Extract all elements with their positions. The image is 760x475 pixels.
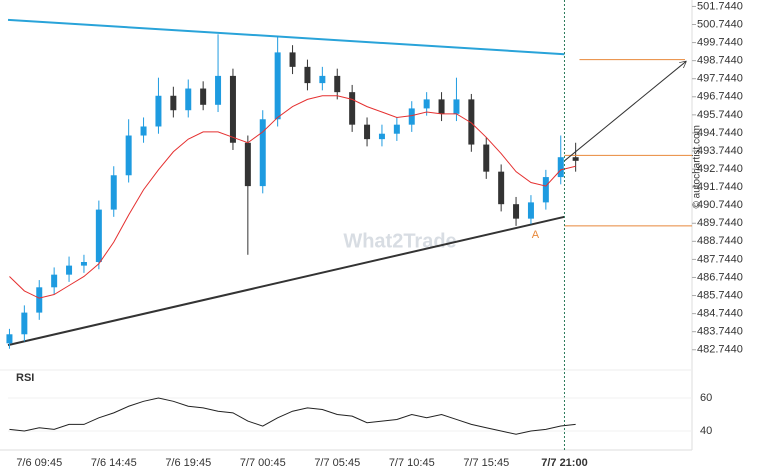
- x-tick-label: 7/7 15:45: [463, 457, 509, 469]
- x-tick-label: 7/7 00:45: [240, 457, 286, 469]
- rsi-label: RSI: [16, 372, 34, 384]
- y-tick-label: 488.7440: [697, 235, 743, 247]
- candle-body: [557, 157, 564, 178]
- y-tick-label: 501.7440: [697, 0, 743, 12]
- candle-body: [423, 99, 430, 109]
- candle-body: [542, 177, 549, 203]
- moving-average: [9, 95, 576, 299]
- candle-body: [438, 99, 445, 114]
- candle-body: [453, 99, 460, 114]
- rsi-tick-label: 60: [700, 392, 712, 404]
- y-tick-label: 494.7440: [697, 127, 743, 139]
- support-line: [7, 215, 565, 347]
- source: © autochartist.com: [692, 125, 703, 209]
- y-tick-label: 492.7440: [697, 163, 743, 175]
- y-tick-label: 482.7440: [697, 344, 743, 356]
- candle-body: [244, 142, 251, 187]
- candle-body: [155, 95, 162, 127]
- candle-body: [36, 287, 43, 313]
- candle-body: [289, 52, 296, 67]
- candle-body: [259, 119, 266, 187]
- candle-body: [125, 135, 132, 176]
- y-tick-label: 489.7440: [697, 217, 743, 229]
- x-tick-label: 7/7 05:45: [314, 457, 360, 469]
- y-tick-label: 483.7440: [697, 326, 743, 338]
- candle-body: [185, 88, 192, 111]
- candle-body: [6, 334, 13, 344]
- candle-body: [527, 202, 534, 219]
- y-tick-label: 484.7440: [697, 308, 743, 320]
- y-tick-label: 496.7440: [697, 91, 743, 103]
- watermark: What2Trade: [343, 230, 456, 252]
- y-tick-label: 485.7440: [697, 289, 743, 301]
- y-tick-label: 497.7440: [697, 73, 743, 85]
- y-tick-label: 491.7440: [697, 181, 743, 193]
- candle-body: [319, 75, 326, 84]
- candle-body: [66, 265, 73, 275]
- y-tick-label: 493.7440: [697, 145, 743, 157]
- candle-body: [140, 126, 147, 136]
- rsi-tick-label: 40: [700, 425, 712, 437]
- candle-body: [513, 204, 520, 219]
- x-tick-label: 7/6 09:45: [16, 457, 62, 469]
- candle-body: [364, 124, 371, 140]
- y-tick-label: 498.7440: [697, 55, 743, 67]
- candle-body: [378, 133, 385, 140]
- candle-body: [170, 95, 177, 111]
- y-tick-label: 486.7440: [697, 271, 743, 283]
- y-tick-label: 500.7440: [697, 18, 743, 30]
- candle-body: [572, 157, 579, 161]
- y-tick-label: 487.7440: [697, 253, 743, 265]
- x-tick-label: 7/6 19:45: [165, 457, 211, 469]
- resistance-line: [7, 18, 565, 56]
- candle-body: [95, 209, 102, 263]
- candle-body: [274, 52, 281, 120]
- forecast-arrow: [564, 61, 686, 162]
- candle-body: [334, 75, 341, 93]
- candle-body: [110, 175, 117, 210]
- cursor-label: 7/7 21:00: [541, 457, 587, 469]
- x-tick-label: 7/6 14:45: [91, 457, 137, 469]
- candle-body: [468, 99, 475, 145]
- y-tick-label: 495.7440: [697, 109, 743, 121]
- annotation: A: [532, 229, 540, 241]
- candle-body: [200, 88, 207, 105]
- candle-body: [408, 108, 415, 125]
- candle-body: [349, 92, 356, 125]
- candle-body: [498, 171, 505, 205]
- x-tick-label: 7/7 10:45: [389, 457, 435, 469]
- candle-body: [393, 124, 400, 134]
- candle-body: [21, 312, 28, 335]
- candle-body: [304, 66, 311, 84]
- candle-body: [483, 144, 490, 172]
- rsi-line: [9, 397, 576, 435]
- candle-body: [51, 274, 58, 288]
- candle-body: [80, 262, 87, 266]
- candle-body: [229, 75, 236, 143]
- candle-body: [215, 75, 222, 105]
- y-tick-label: 490.7440: [697, 199, 743, 211]
- y-tick-label: 499.7440: [697, 36, 743, 48]
